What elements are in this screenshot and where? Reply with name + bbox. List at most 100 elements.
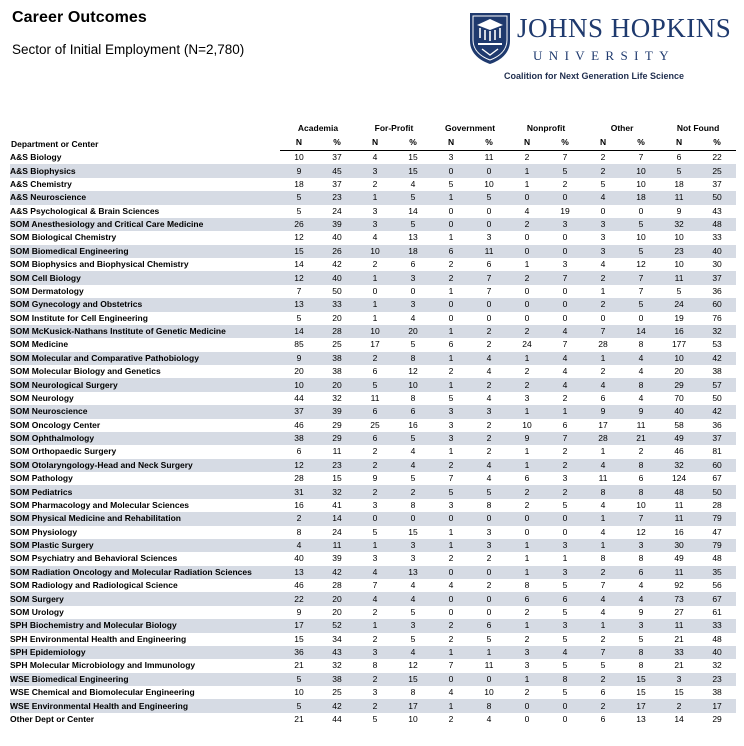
percent-cell: 29 xyxy=(332,419,342,430)
count-cell: 2 xyxy=(508,324,547,339)
percent-cell: 10 xyxy=(636,499,646,510)
percent-cell: 15 xyxy=(622,672,661,686)
count-cell: 2 xyxy=(508,271,547,285)
count-cell: 1 xyxy=(508,619,547,633)
count-cell: 3 xyxy=(448,419,454,430)
count-cell: 49 xyxy=(660,431,699,446)
table-row: A&S Chemistry 18 37 2 4 5 10 1 2 5 10 18 37 xyxy=(10,178,736,191)
count-cell: 2 xyxy=(372,178,378,189)
percent-cell: 0 xyxy=(562,312,568,323)
table-row: SOM Plastic Surgery 4 11 1 3 1 3 1 3 1 3 30 79 xyxy=(10,538,737,553)
count-cell: 4 xyxy=(584,458,623,472)
table-row: SOM Gynecology and Obstetrics 13 33 1 3 0 0 0 0 2… xyxy=(10,298,737,312)
percent-cell: 8 xyxy=(410,499,416,510)
count-cell: 16 xyxy=(294,499,304,510)
percent-cell: 32 xyxy=(332,392,342,403)
count-cell: 2 xyxy=(508,217,547,232)
percent-cell: 8 xyxy=(622,458,661,472)
percent-cell: 0 xyxy=(470,298,509,312)
percent-cell: 0 xyxy=(638,205,644,216)
count-cell: 17 xyxy=(370,339,380,350)
count-cell: 10 xyxy=(660,351,699,365)
percent-cell: 3 xyxy=(546,619,585,633)
count-cell: 23 xyxy=(660,244,699,258)
count-cell: 6 xyxy=(524,473,530,484)
count-cell: 1 xyxy=(524,178,530,189)
count-cell: 2 xyxy=(372,633,378,644)
table-row: WSE Biomedical Engineering 5 38 2 15 0 0 1 8 2 15 3… xyxy=(10,672,737,686)
percent-cell: 4 xyxy=(638,392,644,403)
percent-cell: 40 xyxy=(318,271,357,285)
count-cell: 7 xyxy=(448,473,454,484)
count-cell: 48 xyxy=(660,485,699,499)
count-cell: 20 xyxy=(294,366,304,377)
percent-cell: 52 xyxy=(318,619,357,633)
percent-cell: 0 xyxy=(486,312,492,323)
group-header-academia: Academia xyxy=(297,122,339,133)
count-cell: 1 xyxy=(508,458,547,472)
percent-cell: 11 xyxy=(484,660,494,671)
count-cell: 3 xyxy=(584,217,623,232)
count-cell: 1 xyxy=(524,259,530,270)
count-cell: 0 xyxy=(508,512,547,526)
percent-cell: 81 xyxy=(712,446,722,457)
percent-cell: 5 xyxy=(394,191,433,205)
percent-cell: 4 xyxy=(486,366,492,377)
dept-name-cell: SOM Cell Biology xyxy=(10,271,280,285)
percent-cell: 42 xyxy=(698,351,737,365)
count-cell: 22 xyxy=(280,592,318,606)
count-cell: 3 xyxy=(432,431,471,446)
count-cell: 2 xyxy=(584,164,623,178)
percent-cell: 4 xyxy=(546,645,585,660)
percent-cell: 4 xyxy=(638,366,644,377)
count-cell: 11 xyxy=(660,619,699,633)
count-cell: 2 xyxy=(524,606,530,617)
table-row: SOM Otolaryngology-Head and Neck Surgery… xyxy=(10,458,737,472)
count-cell: 3 xyxy=(448,499,454,510)
table-row: SOM Pathology 28 15 9 5 7 4 6 3 11 6 124 67 xyxy=(10,472,736,485)
percent-cell: 50 xyxy=(698,191,737,205)
dept-name-cell: SOM McKusick-Nathans Institute of Geneti… xyxy=(10,324,280,339)
count-cell: 2 xyxy=(584,298,623,312)
count-cell: 1 xyxy=(584,538,623,553)
count-cell: 2 xyxy=(448,713,454,724)
percent-cell: 8 xyxy=(622,645,661,660)
percent-cell: 23 xyxy=(318,191,357,205)
count-cell: 2 xyxy=(600,152,606,163)
percent-cell: 3 xyxy=(470,538,509,553)
percent-cell: 0 xyxy=(562,713,568,724)
percent-cell: 4 xyxy=(470,458,509,472)
table-row: SOM Surgery 22 20 4 4 0 0 6 6 4 4 73 67 xyxy=(10,592,737,606)
count-cell: 0 xyxy=(432,298,471,312)
sub-header-n: N xyxy=(660,135,699,151)
count-cell: 58 xyxy=(674,419,684,430)
table-row: SOM Institute for Cell Engineering 5 20 1 4 0… xyxy=(10,312,736,325)
count-cell: 1 xyxy=(432,324,471,339)
count-cell: 4 xyxy=(584,191,623,205)
count-cell: 5 xyxy=(600,660,606,671)
dept-name-cell: A&S Psychological & Brain Sciences xyxy=(10,205,160,216)
percent-cell: 1 xyxy=(562,553,568,564)
percent-cell: 12 xyxy=(408,660,418,671)
dept-name-cell: SOM Otolaryngology-Head and Neck Surgery xyxy=(10,458,280,472)
count-cell: 1 xyxy=(584,619,623,633)
count-cell: 1 xyxy=(432,699,471,713)
logo-coalition: Coalition for Next Generation Life Scien… xyxy=(504,71,685,81)
table-row: SOM Neuroscience 37 39 6 6 3 3 1 1 9 9 40 42 xyxy=(10,405,737,419)
count-cell: 1 xyxy=(448,446,454,457)
percent-cell: 5 xyxy=(410,633,416,644)
count-cell: 0 xyxy=(432,592,471,606)
dept-name-cell: SPH Environmental Health and Engineering xyxy=(10,633,187,644)
percent-cell: 0 xyxy=(470,592,509,606)
count-cell: 2 xyxy=(584,699,623,713)
count-cell: 5 xyxy=(600,178,606,189)
count-cell: 1 xyxy=(508,538,547,553)
percent-cell: 20 xyxy=(318,592,357,606)
count-cell: 18 xyxy=(294,178,304,189)
count-cell: 27 xyxy=(674,606,684,617)
percent-cell: 4 xyxy=(486,392,492,403)
count-cell: 0 xyxy=(432,217,471,232)
percent-cell: 17 xyxy=(698,699,737,713)
percent-cell: 12 xyxy=(636,259,646,270)
count-cell: 5 xyxy=(448,178,454,189)
